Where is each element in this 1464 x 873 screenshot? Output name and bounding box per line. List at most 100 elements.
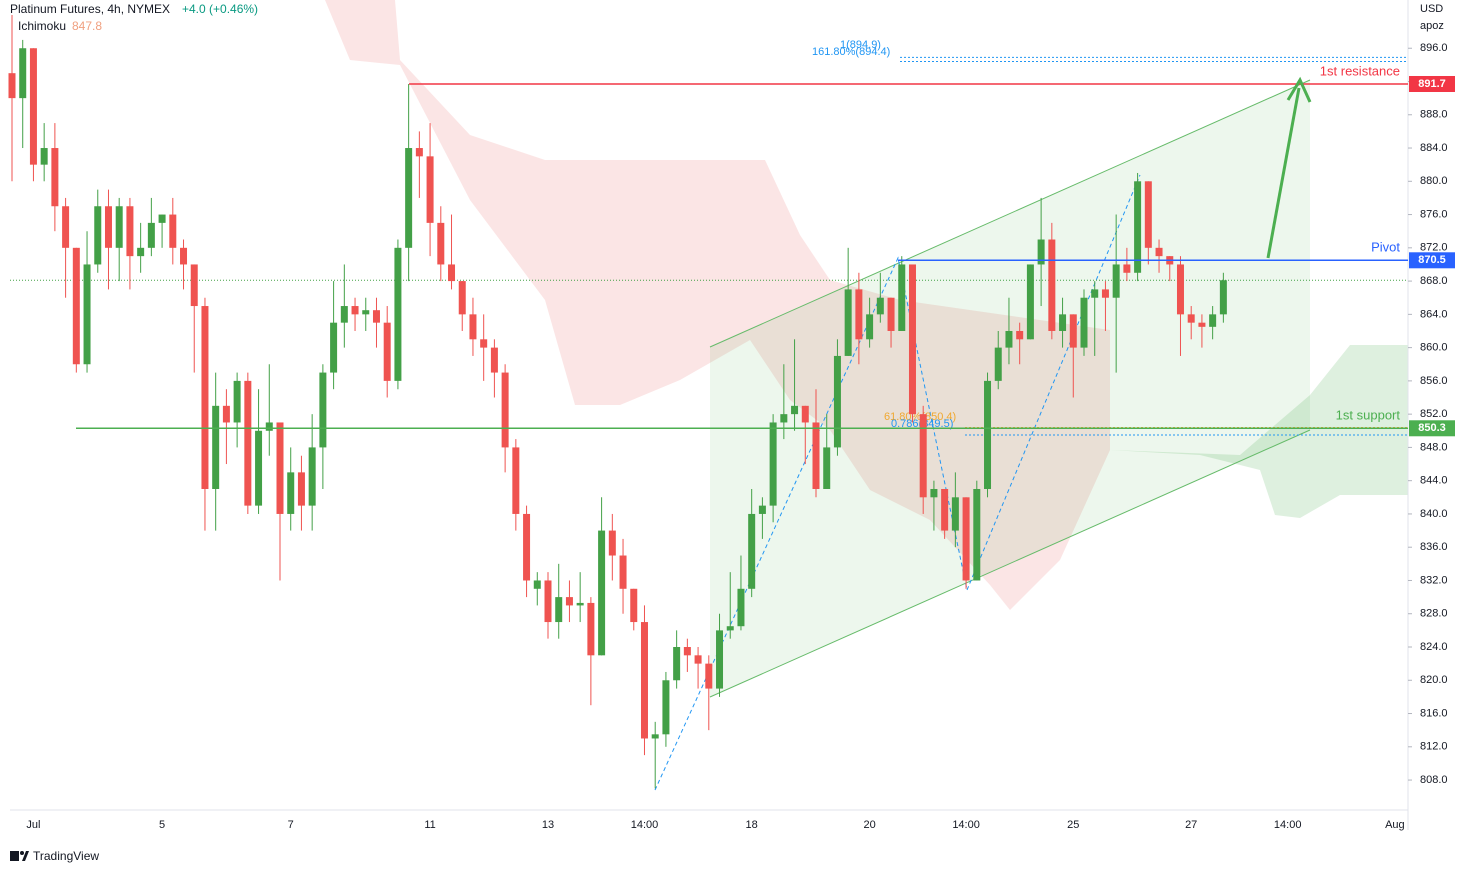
y-tick-label: 856.0: [1420, 375, 1448, 387]
level-name: 1st resistance: [1320, 63, 1400, 78]
candle-body: [683, 647, 691, 656]
x-tick-label: 13: [542, 819, 554, 831]
candle-body: [115, 206, 123, 248]
level-tag: [1409, 75, 1455, 92]
candle-body: [598, 530, 606, 656]
candle-body: [941, 488, 949, 531]
y-tick-label: 808.0: [1420, 774, 1448, 786]
candle-body: [437, 222, 445, 265]
candle-body: [265, 422, 273, 431]
candle-body: [212, 405, 220, 489]
candle-body: [555, 597, 563, 623]
candle-body: [544, 580, 552, 623]
candle-body: [501, 372, 509, 448]
y-tick-label: 852.0: [1420, 408, 1448, 420]
candle-body: [576, 602, 584, 606]
y-tick-label: 812.0: [1420, 741, 1448, 753]
candle-body: [405, 148, 413, 248]
candle-body: [1080, 297, 1088, 348]
candle-body: [812, 422, 820, 489]
y-tick-label: 888.0: [1420, 109, 1448, 121]
y-tick-label: 864.0: [1420, 308, 1448, 320]
candle-body: [469, 314, 477, 340]
x-tick-label: 14:00: [952, 819, 980, 831]
channel-upper: [709, 79, 1311, 348]
y-tick-label: 896.0: [1420, 42, 1448, 54]
candle-body: [319, 372, 327, 448]
candle-body: [512, 447, 520, 514]
arrow-shaft: [1266, 87, 1301, 259]
x-tick-label: 14:00: [1274, 819, 1302, 831]
candle-body: [640, 622, 648, 739]
x-tick-label: 5: [159, 819, 165, 831]
x-tick-label: 11: [424, 819, 435, 831]
x-tick-label: 18: [746, 819, 758, 831]
candle-body: [1016, 330, 1024, 340]
candle-body: [297, 472, 305, 506]
candle-body: [962, 497, 970, 581]
candle-body: [94, 206, 102, 265]
candle-body: [480, 339, 488, 348]
candle-body: [147, 222, 155, 248]
arrow-head: [1286, 76, 1312, 103]
candle-body: [448, 264, 456, 282]
candle-body: [1187, 314, 1195, 323]
currency: USD: [1420, 3, 1443, 15]
candle-body: [791, 405, 799, 415]
price-change: +4.0 (+0.46%): [182, 2, 258, 16]
x-tick-label: 14:00: [631, 819, 659, 831]
brand-logo: [10, 851, 29, 861]
candle-body: [651, 734, 659, 739]
candle-body: [748, 513, 756, 589]
candle-body: [1198, 322, 1206, 327]
candle-body: [1155, 247, 1163, 257]
candle-body: [565, 597, 573, 606]
candle-body: [308, 447, 316, 506]
level-tag-label: 870.5: [1418, 254, 1446, 266]
y-tick-label: 824.0: [1420, 641, 1448, 653]
y-tick-label: 848.0: [1420, 441, 1448, 453]
x-tick-label: Aug: [1385, 819, 1405, 831]
x-tick-label: Jul: [26, 819, 40, 831]
candle-body: [1123, 264, 1131, 273]
candle-body: [104, 206, 112, 248]
candle-body: [1144, 181, 1152, 248]
candle-body: [1091, 289, 1099, 298]
candle-body: [190, 264, 198, 307]
candle-body: [415, 148, 423, 157]
candle-body: [951, 497, 959, 531]
level-name: Pivot: [1371, 240, 1400, 255]
candle-body: [1134, 181, 1142, 273]
candle-body: [673, 647, 681, 681]
candle-body: [287, 472, 295, 514]
candle-body: [51, 148, 59, 207]
y-tick-label: 840.0: [1420, 508, 1448, 520]
candle-body: [866, 314, 874, 340]
candle-body: [855, 289, 863, 340]
y-tick-label: 880.0: [1420, 175, 1448, 187]
candle-body: [662, 680, 670, 735]
candle-body: [1176, 264, 1184, 315]
candle-body: [780, 414, 788, 423]
y-tick-label: 868.0: [1420, 275, 1448, 287]
candle-body: [1026, 264, 1034, 340]
candle-body: [72, 247, 80, 365]
candle-body: [908, 264, 916, 415]
level-tag: [1409, 252, 1455, 269]
candle-body: [801, 405, 809, 423]
candle-body: [158, 214, 166, 223]
x-tick-label: 20: [863, 819, 875, 831]
y-tick-label: 828.0: [1420, 608, 1448, 620]
candle-body: [630, 588, 638, 623]
level-tag-label: 891.7: [1418, 78, 1446, 90]
candle-body: [394, 247, 402, 381]
candle-body: [608, 530, 616, 556]
candle-body: [523, 513, 531, 581]
candle-body: [426, 156, 434, 223]
candle-body: [330, 322, 338, 373]
candle-body: [19, 48, 27, 99]
candle-body: [984, 380, 992, 489]
candle-body: [533, 580, 541, 589]
candle-body: [726, 626, 734, 631]
